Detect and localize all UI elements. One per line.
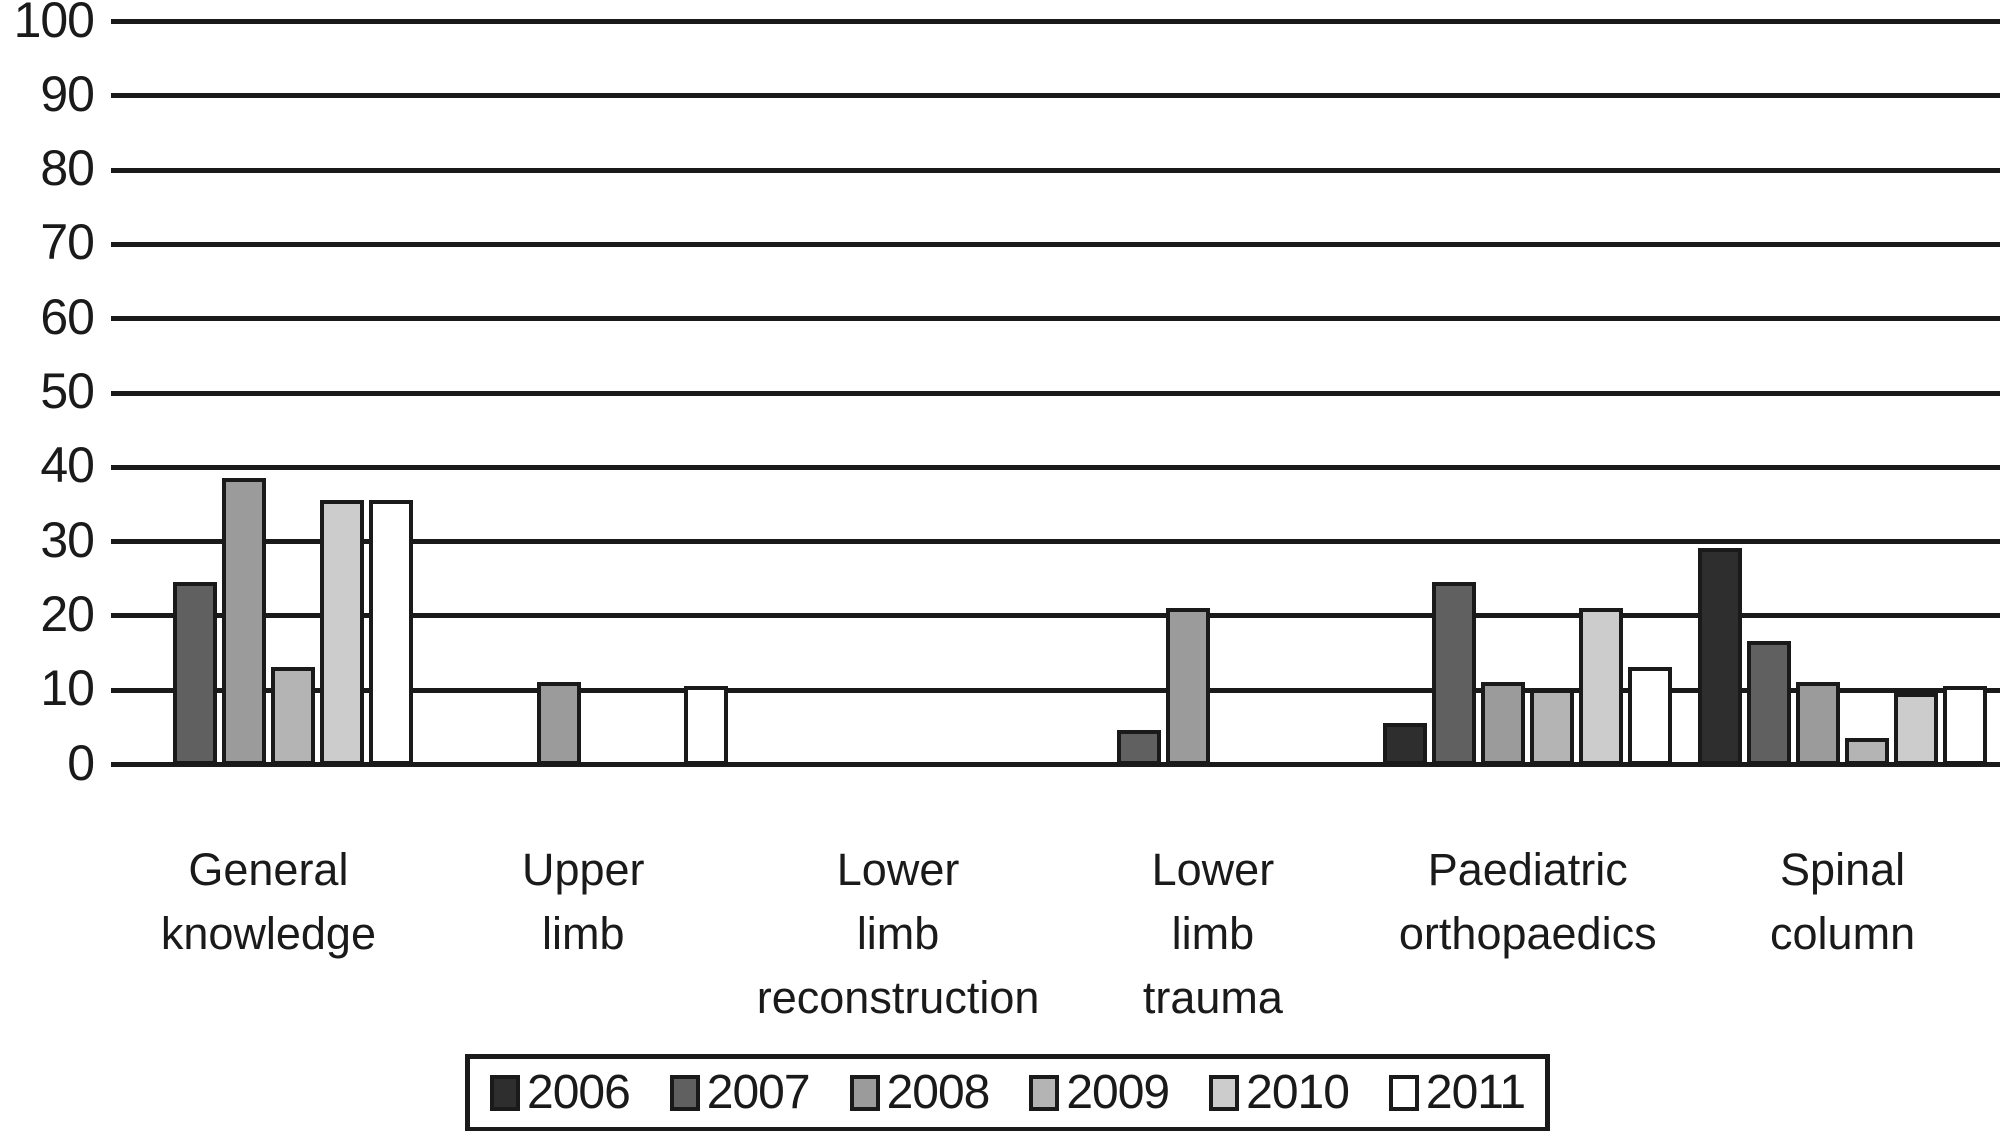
bar-2010-spinal-column: [1894, 693, 1939, 765]
gridline-70: [111, 241, 2000, 247]
x-axis-category-label-paediatric-orthopaedics: Paediatric orthopaedics: [1398, 844, 1657, 959]
y-axis-tick-label: 30: [40, 511, 95, 568]
gridline-0: [111, 762, 2000, 767]
legend-item-2009: 2009: [1029, 1066, 1170, 1119]
bar-2011-paediatric-orthopaedics: [1628, 667, 1673, 765]
gridline-50: [111, 390, 2000, 396]
legend-swatch-2007: [669, 1075, 700, 1111]
y-axis-tick-label: 100: [13, 0, 95, 48]
legend-year-label: 2008: [886, 1066, 991, 1119]
gridline-40: [111, 464, 2000, 470]
gridline-10: [111, 687, 2000, 693]
y-axis-tick-label: 50: [40, 363, 95, 419]
bar-2006-spinal-column: [1698, 548, 1743, 765]
legend-item-2008: 2008: [849, 1066, 991, 1119]
x-axis-category-label-lower-limb-trauma: Lower limb trauma: [1142, 844, 1283, 1023]
bar-2010-general-knowledge: [319, 499, 364, 765]
legend-year-label: 2010: [1246, 1066, 1350, 1119]
legend-year-label: 2011: [1425, 1066, 1526, 1119]
legend-swatch-2011: [1388, 1075, 1419, 1111]
bar-2011-spinal-column: [1943, 685, 1988, 765]
x-axis-category-label-lower-limb-reconstruction: Lower limb reconstruction: [756, 844, 1040, 1023]
y-axis-tick-label: 80: [40, 140, 95, 197]
y-axis-tick-label: 90: [40, 65, 95, 122]
x-axis-category-label-upper-limb: Upper limb: [521, 844, 645, 959]
bar-2008-lower-limb-trauma: [1166, 607, 1211, 765]
bar-2010-paediatric-orthopaedics: [1579, 607, 1624, 765]
bar-2009-general-knowledge: [270, 667, 315, 765]
y-axis-tick-label: 40: [40, 437, 95, 494]
y-axis-tick-label: 20: [40, 585, 95, 642]
gridline-60: [111, 316, 2000, 322]
legend: 2006 2007 2008 2009 2010 2011: [465, 1054, 1551, 1131]
gridline-90: [111, 93, 2000, 99]
legend-item-2010: 2010: [1209, 1066, 1350, 1119]
y-axis-tick-label: 70: [40, 214, 95, 271]
legend-item-2007: 2007: [669, 1066, 811, 1119]
bar-2007-spinal-column: [1747, 641, 1792, 765]
bar-2008-upper-limb: [536, 681, 581, 765]
y-axis-tick-label: 60: [40, 288, 95, 345]
bar-2011-upper-limb: [683, 685, 728, 765]
gridline-20: [111, 613, 2000, 619]
legend-item-2006: 2006: [490, 1066, 631, 1119]
bar-2006-paediatric-orthopaedics: [1383, 722, 1428, 765]
bar-2007-general-knowledge: [172, 581, 217, 765]
bar-2008-paediatric-orthopaedics: [1481, 681, 1526, 765]
x-axis-category-label-spinal-column: Spinal column: [1770, 844, 1916, 959]
y-axis-tick-label: 0: [67, 734, 95, 791]
bar-2008-general-knowledge: [221, 477, 266, 765]
legend-swatch-2006: [490, 1075, 520, 1111]
gridline-30: [111, 539, 2000, 545]
y-axis-tick-label: 10: [40, 660, 95, 717]
gridline-80: [111, 167, 2000, 173]
legend-item-2011: 2011: [1388, 1066, 1526, 1119]
legend-swatch-2009: [1029, 1075, 1060, 1111]
bar-2011-general-knowledge: [368, 499, 413, 765]
gridline-100: [111, 19, 2000, 24]
legend-year-label: 2009: [1066, 1066, 1170, 1119]
bar-2009-paediatric-orthopaedics: [1530, 689, 1575, 765]
legend-year-label: 2007: [706, 1066, 811, 1119]
bar-2007-lower-limb-trauma: [1117, 730, 1162, 765]
bar-2009-spinal-column: [1845, 737, 1890, 765]
legend-year-label: 2006: [527, 1066, 631, 1119]
bar-2008-spinal-column: [1796, 681, 1841, 765]
legend-swatch-2008: [849, 1075, 880, 1111]
bar-2007-paediatric-orthopaedics: [1432, 581, 1477, 765]
legend-swatch-2010: [1209, 1075, 1240, 1111]
x-axis-category-label-general-knowledge: General knowledge: [160, 844, 376, 959]
